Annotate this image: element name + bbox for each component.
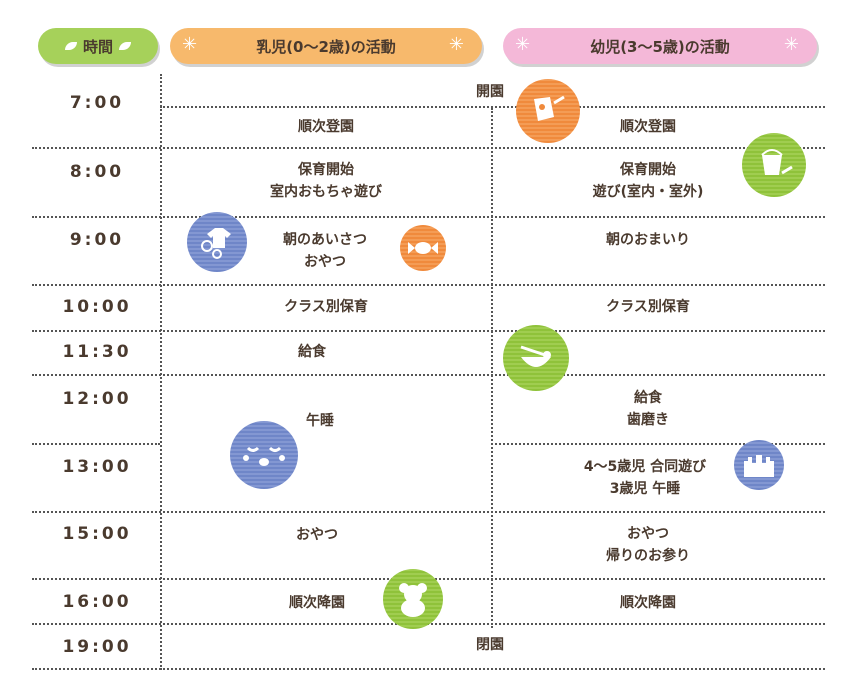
infant-header-label: 乳児(0〜2歳)の活動 <box>256 37 396 56</box>
time-label: 16:00 <box>62 592 132 612</box>
child-departure: 順次降園 <box>620 595 676 611</box>
sparkle-icon: ✳ <box>448 34 464 55</box>
infant-start: 保育開始 室内おもちゃ遊び <box>270 162 382 200</box>
row-separator <box>491 443 825 445</box>
baby-clothes-icon <box>187 212 247 272</box>
infant-nap: 午睡 <box>306 413 334 429</box>
bowl-icon <box>503 325 569 391</box>
infant-greeting: 朝のあいさつ おやつ <box>283 232 367 270</box>
candy-icon <box>400 225 446 271</box>
time-column-divider <box>160 74 162 670</box>
infant-child-divider <box>491 108 493 628</box>
time-label: 7:00 <box>69 93 125 113</box>
time-header-label: 時間 <box>82 37 113 56</box>
child-class: クラス別保育 <box>606 299 690 315</box>
row-separator <box>32 668 825 670</box>
row-separator <box>160 106 825 108</box>
child-meeting: 朝のおまいり <box>606 232 690 248</box>
sleeping-face-icon <box>230 421 298 489</box>
sparkle-icon: ✳ <box>515 34 531 55</box>
watering-can-icon <box>516 79 580 143</box>
child-lunch: 給食 歯磨き <box>627 390 669 428</box>
child-column-header: ✳ 幼児(3〜5歳)の活動 ✳ <box>503 28 817 64</box>
time-label: 9:00 <box>69 230 125 250</box>
castle-icon <box>734 440 784 490</box>
row-separator <box>32 284 825 286</box>
row-separator <box>32 511 825 513</box>
bucket-icon <box>742 133 806 197</box>
child-snack: おやつ 帰りのお参り <box>606 526 690 564</box>
time-label: 13:00 <box>62 457 132 477</box>
sparkle-icon: ✳ <box>783 34 799 55</box>
time-label: 19:00 <box>62 637 132 657</box>
row-separator <box>32 443 160 445</box>
sparkle-icon: ✳ <box>182 34 198 55</box>
time-label: 11:30 <box>62 342 132 362</box>
infant-snack: おやつ <box>296 527 338 543</box>
row-separator <box>32 330 825 332</box>
row-separator <box>32 216 825 218</box>
child-start: 保育開始 遊び(室内・室外) <box>592 162 704 200</box>
row-separator <box>32 147 825 149</box>
teddy-bear-icon <box>383 569 443 629</box>
time-label: 12:00 <box>62 389 132 409</box>
closing-label: 閉園 <box>476 637 504 653</box>
infant-arrival: 順次登園 <box>298 119 354 135</box>
leaf-icon <box>119 42 131 50</box>
child-header-label: 幼児(3〜5歳)の活動 <box>590 37 730 56</box>
time-label: 10:00 <box>62 297 132 317</box>
time-label: 8:00 <box>69 162 125 182</box>
infant-column-header: ✳ 乳児(0〜2歳)の活動 ✳ <box>170 28 482 64</box>
leaf-icon <box>64 42 77 50</box>
infant-departure: 順次降園 <box>289 595 345 611</box>
infant-class: クラス別保育 <box>284 299 368 315</box>
row-separator <box>32 374 825 376</box>
child-play: 4〜5歳児 合同遊び 3歳児 午睡 <box>583 459 707 497</box>
time-label: 15:00 <box>62 524 132 544</box>
infant-lunch: 給食 <box>298 344 326 360</box>
opening-label: 開園 <box>476 84 504 100</box>
time-column-header: 時間 <box>38 28 158 64</box>
child-arrival: 順次登園 <box>620 119 676 135</box>
